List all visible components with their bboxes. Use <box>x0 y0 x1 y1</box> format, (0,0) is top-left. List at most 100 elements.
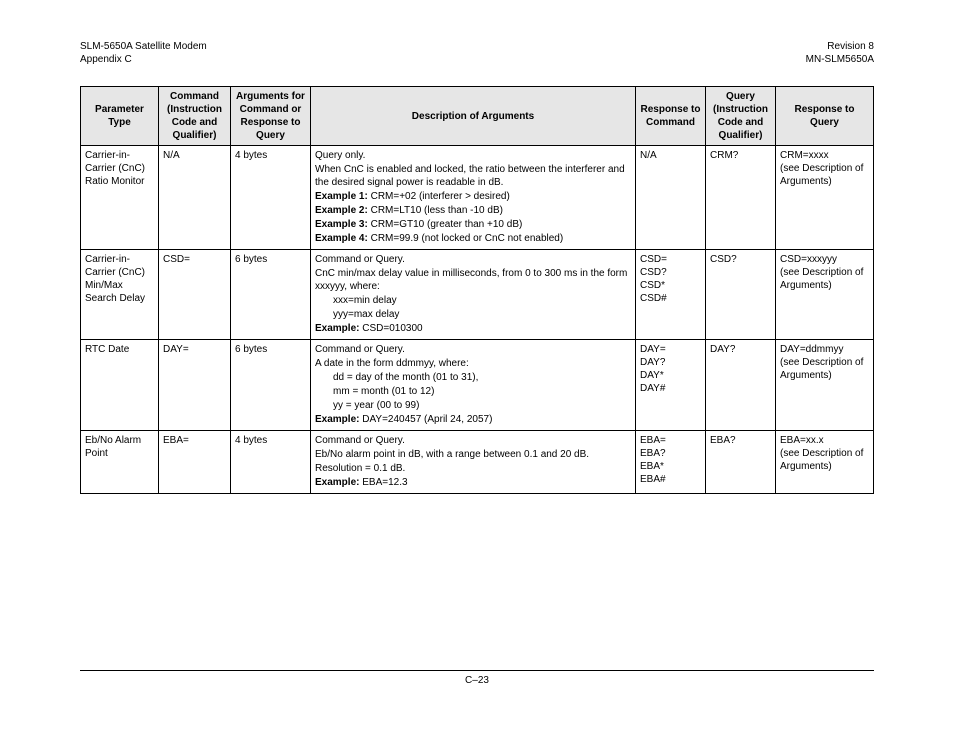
desc-line: Command or Query. <box>315 343 631 356</box>
page-header: SLM-5650A Satellite Modem Appendix C Rev… <box>80 40 874 66</box>
desc-example: Example 1: CRM=+02 (interferer > desired… <box>315 190 631 203</box>
cell-query: EBA? <box>706 431 776 494</box>
cell-cmd: DAY= <box>159 340 231 431</box>
example-text: CRM=99.9 (not locked or CnC not enabled) <box>368 233 563 244</box>
resp-code: EBA* <box>640 461 664 472</box>
doc-number: MN-SLM5650A <box>806 53 874 66</box>
page: SLM-5650A Satellite Modem Appendix C Rev… <box>0 0 954 738</box>
cell-args: 4 bytes <box>231 146 311 250</box>
desc-example: Example: CSD=010300 <box>315 322 631 335</box>
example-label: Example: <box>315 323 359 334</box>
col-command: Command (Instruction Code and Qualifier) <box>159 87 231 146</box>
desc-line: yyy=max delay <box>333 308 631 321</box>
example-label: Example: <box>315 414 359 425</box>
cell-respq: EBA=xx.x (see Description of Arguments) <box>776 431 874 494</box>
resp-code: CSD? <box>640 267 667 278</box>
desc-line: When CnC is enabled and locked, the rati… <box>315 163 631 189</box>
resp-code: CSD* <box>640 280 665 291</box>
cell-args: 6 bytes <box>231 340 311 431</box>
resp-code: CSD= <box>640 254 667 265</box>
cell-respcmd: CSD= CSD? CSD* CSD# <box>636 250 706 340</box>
cell-respcmd: EBA= EBA? EBA* EBA# <box>636 431 706 494</box>
cell-args: 4 bytes <box>231 431 311 494</box>
cell-args: 6 bytes <box>231 250 311 340</box>
doc-appendix: Appendix C <box>80 53 207 66</box>
resp-code: EBA# <box>640 474 666 485</box>
resp-code: EBA? <box>640 448 666 459</box>
cell-respq: CSD=xxxyyy (see Description of Arguments… <box>776 250 874 340</box>
cell-respcmd: N/A <box>636 146 706 250</box>
desc-line: mm = month (01 to 12) <box>333 385 631 398</box>
cell-param: Carrier-in-Carrier (CnC) Ratio Monitor <box>81 146 159 250</box>
col-response-query: Response to Query <box>776 87 874 146</box>
resp-code: DAY? <box>640 357 665 368</box>
respq-code: CSD=xxxyyy <box>780 254 837 265</box>
desc-example: Example 2: CRM=LT10 (less than -10 dB) <box>315 204 631 217</box>
respq-note: (see Description of Arguments) <box>780 448 863 472</box>
page-footer: C–23 <box>80 670 874 686</box>
desc-line: xxx=min delay <box>333 294 631 307</box>
desc-line: dd = day of the month (01 to 31), <box>333 371 631 384</box>
col-parameter-type: Parameter Type <box>81 87 159 146</box>
example-label: Example 4: <box>315 233 368 244</box>
header-left: SLM-5650A Satellite Modem Appendix C <box>80 40 207 66</box>
table-row: Eb/No Alarm Point EBA= 4 bytes Command o… <box>81 431 874 494</box>
cell-respq: DAY=ddmmyy (see Description of Arguments… <box>776 340 874 431</box>
cell-desc: Command or Query. A date in the form ddm… <box>311 340 636 431</box>
cell-query: CSD? <box>706 250 776 340</box>
respq-note: (see Description of Arguments) <box>780 357 863 381</box>
page-number: C–23 <box>465 675 489 686</box>
resp-code: DAY= <box>640 344 666 355</box>
desc-example: Example: EBA=12.3 <box>315 476 631 489</box>
respq-note: (see Description of Arguments) <box>780 163 863 187</box>
example-label: Example 3: <box>315 219 368 230</box>
doc-revision: Revision 8 <box>806 40 874 53</box>
example-text: DAY=240457 (April 24, 2057) <box>359 414 492 425</box>
parameter-table: Parameter Type Command (Instruction Code… <box>80 86 874 494</box>
cell-cmd: N/A <box>159 146 231 250</box>
respq-code: DAY=ddmmyy <box>780 344 843 355</box>
cell-respcmd: DAY= DAY? DAY* DAY# <box>636 340 706 431</box>
example-label: Example: <box>315 477 359 488</box>
cell-query: CRM? <box>706 146 776 250</box>
desc-line: Command or Query. <box>315 253 631 266</box>
desc-line: Query only. <box>315 149 631 162</box>
cell-respq: CRM=xxxx (see Description of Arguments) <box>776 146 874 250</box>
col-description: Description of Arguments <box>311 87 636 146</box>
cell-desc: Query only. When CnC is enabled and lock… <box>311 146 636 250</box>
cell-param: RTC Date <box>81 340 159 431</box>
header-right: Revision 8 MN-SLM5650A <box>806 40 874 66</box>
table-row: RTC Date DAY= 6 bytes Command or Query. … <box>81 340 874 431</box>
col-arguments: Arguments for Command or Response to Que… <box>231 87 311 146</box>
respq-code: CRM=xxxx <box>780 150 829 161</box>
cell-param: Carrier-in-Carrier (CnC) Min/Max Search … <box>81 250 159 340</box>
resp-code: EBA= <box>640 435 666 446</box>
respq-note: (see Description of Arguments) <box>780 267 863 291</box>
cell-query: DAY? <box>706 340 776 431</box>
desc-line: CnC min/max delay value in milliseconds,… <box>315 267 631 293</box>
desc-example: Example 3: CRM=GT10 (greater than +10 dB… <box>315 218 631 231</box>
resp-code: DAY* <box>640 370 664 381</box>
cell-desc: Command or Query. CnC min/max delay valu… <box>311 250 636 340</box>
cell-cmd: EBA= <box>159 431 231 494</box>
table-header-row: Parameter Type Command (Instruction Code… <box>81 87 874 146</box>
col-response-command: Response to Command <box>636 87 706 146</box>
table-row: Carrier-in-Carrier (CnC) Ratio Monitor N… <box>81 146 874 250</box>
doc-title: SLM-5650A Satellite Modem <box>80 40 207 53</box>
desc-example: Example: DAY=240457 (April 24, 2057) <box>315 413 631 426</box>
example-text: CRM=+02 (interferer > desired) <box>368 191 510 202</box>
example-text: EBA=12.3 <box>359 477 407 488</box>
desc-line: yy = year (00 to 99) <box>333 399 631 412</box>
cell-desc: Command or Query. Eb/No alarm point in d… <box>311 431 636 494</box>
desc-example: Example 4: CRM=99.9 (not locked or CnC n… <box>315 232 631 245</box>
example-text: CRM=LT10 (less than -10 dB) <box>368 205 503 216</box>
cell-cmd: CSD= <box>159 250 231 340</box>
desc-line: Eb/No alarm point in dB, with a range be… <box>315 448 631 461</box>
desc-line: Command or Query. <box>315 434 631 447</box>
example-text: CRM=GT10 (greater than +10 dB) <box>368 219 523 230</box>
example-text: CSD=010300 <box>359 323 422 334</box>
cell-param: Eb/No Alarm Point <box>81 431 159 494</box>
desc-line: Resolution = 0.1 dB. <box>315 462 631 475</box>
example-label: Example 1: <box>315 191 368 202</box>
example-label: Example 2: <box>315 205 368 216</box>
